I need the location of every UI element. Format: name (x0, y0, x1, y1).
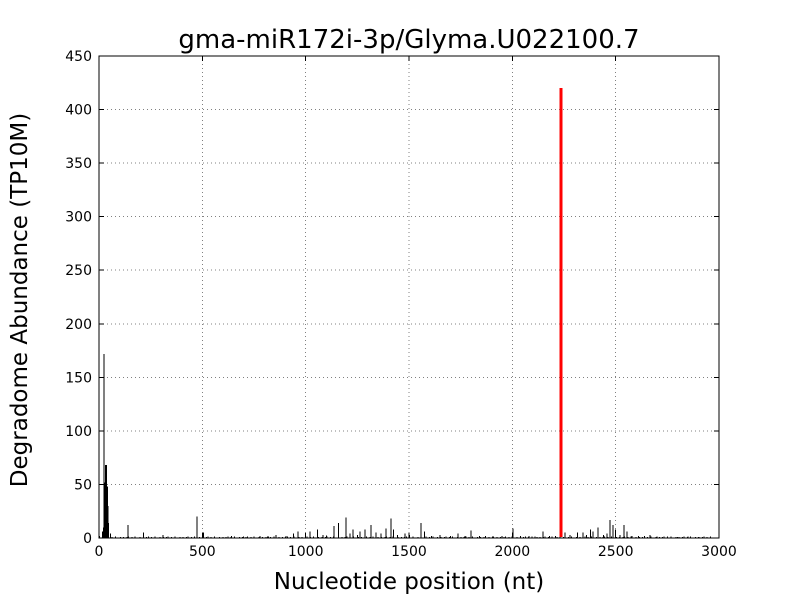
x-axis-label: Nucleotide position (nt) (274, 569, 544, 595)
y-axis-label: Degradome Abundance (TP10M) (7, 113, 33, 487)
y-tick-label: 50 (74, 477, 92, 493)
y-tick-label: 0 (83, 531, 92, 547)
tick-labels: 0 500 1000 1500 2000 2500 3000 0 50 100 150 200 250 3… (65, 49, 737, 560)
gridlines (99, 56, 719, 538)
y-tick-label: 100 (65, 424, 92, 440)
plot-border (98, 55, 720, 539)
y-tick-label: 250 (65, 263, 92, 279)
chart-title: gma-miR172i-3p/Glyma.U022100.7 (178, 25, 639, 55)
y-tick-label: 300 (65, 210, 92, 226)
y-tick-label: 350 (65, 156, 92, 172)
x-tick-label: 500 (189, 544, 216, 560)
y-tick-label: 200 (65, 317, 92, 333)
x-tick-label: 3000 (701, 544, 737, 560)
x-tick-label: 1500 (391, 544, 427, 560)
x-tick-label: 2500 (598, 544, 634, 560)
y-tick-label: 400 (65, 103, 92, 119)
x-tick-label: 1000 (288, 544, 324, 560)
x-tick-label: 2000 (495, 544, 531, 560)
spike-bars (99, 353, 699, 538)
y-tick-label: 150 (65, 370, 92, 386)
x-tick-label: 0 (95, 544, 104, 560)
y-tick-label: 450 (65, 49, 92, 65)
